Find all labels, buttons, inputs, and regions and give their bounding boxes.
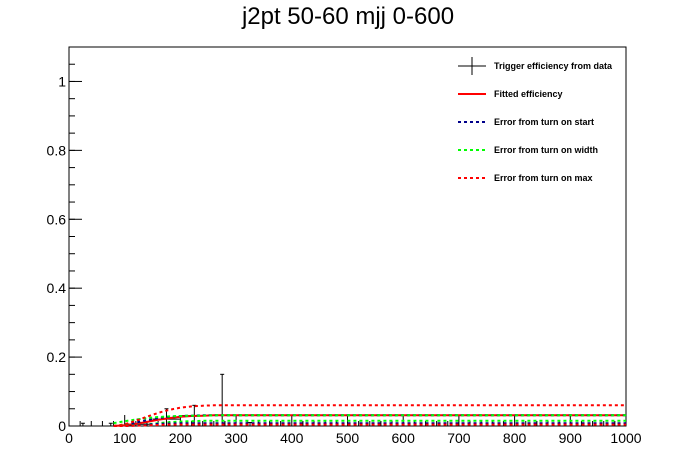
legend-label: Error from turn on width — [494, 145, 598, 155]
x-tick-label: 1000 — [610, 430, 641, 446]
x-tick-label: 0 — [65, 430, 73, 446]
error-band-line-7 — [113, 423, 626, 427]
data-point — [208, 373, 237, 427]
y-tick-label: 0 — [58, 418, 66, 434]
data-point — [236, 422, 264, 427]
x-tick-label: 600 — [392, 430, 416, 446]
error-band-line-5 — [113, 419, 626, 427]
legend-label: Error from turn on max — [494, 173, 593, 183]
error-band-line-6 — [113, 422, 626, 427]
legend-label: Trigger efficiency from data — [494, 61, 613, 71]
legend-item: Fitted efficiency — [458, 89, 563, 99]
data-point — [69, 422, 97, 427]
legend: Trigger efficiency from data Fitted effic… — [458, 57, 613, 183]
legend-label: Error from turn on start — [494, 117, 594, 127]
series-line-4 — [113, 404, 626, 427]
legend-item: Trigger efficiency from data — [458, 57, 613, 75]
x-tick-label: 900 — [559, 430, 583, 446]
x-tick-label: 300 — [224, 430, 248, 446]
x-tick-label: 100 — [113, 430, 137, 446]
x-tick-label: 200 — [169, 430, 193, 446]
legend-item: Error from turn on max — [458, 173, 593, 183]
y-tick-label: 0.4 — [47, 280, 67, 296]
y-tick-label: 0.2 — [47, 349, 67, 365]
x-tick-label: 400 — [280, 430, 304, 446]
series-line-3 — [113, 414, 626, 425]
legend-item: Error from turn on start — [458, 117, 594, 127]
legend-label: Fitted efficiency — [494, 89, 563, 99]
x-tick-label: 700 — [447, 430, 471, 446]
chart-title: j2pt 50-60 mjj 0-600 — [241, 3, 454, 30]
series-layer — [69, 373, 626, 427]
y-tick-label: 1 — [58, 73, 66, 89]
y-tick-label: 0.6 — [47, 211, 67, 227]
legend-item: Error from turn on width — [458, 145, 598, 155]
x-tick-label: 500 — [336, 430, 360, 446]
y-tick-label: 0.8 — [47, 142, 67, 158]
x-tick-label: 800 — [503, 430, 527, 446]
